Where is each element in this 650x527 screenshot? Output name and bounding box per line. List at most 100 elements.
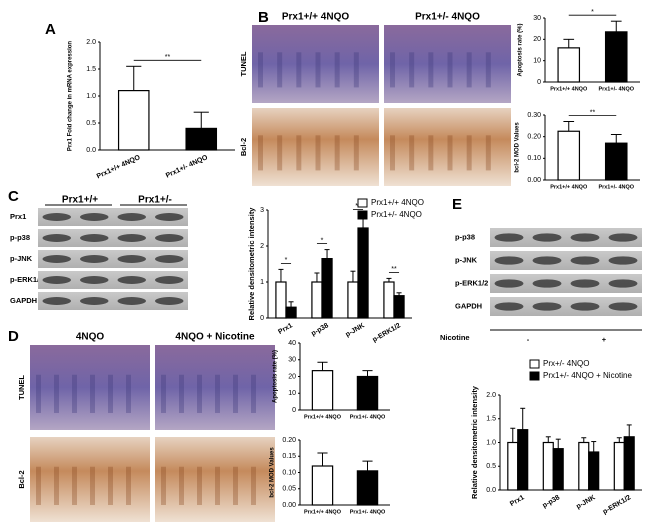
stain bbox=[215, 466, 220, 505]
blot-band bbox=[117, 234, 146, 242]
panel-label: A bbox=[45, 21, 56, 38]
bar bbox=[393, 295, 405, 319]
y-tick-label: 0.0 bbox=[486, 487, 496, 494]
stain bbox=[334, 135, 340, 171]
micrograph bbox=[30, 437, 150, 522]
blot-label: p-ERK1/2 bbox=[455, 278, 488, 287]
legend-label: Prx1+/+ 4NQO bbox=[371, 198, 424, 207]
stain bbox=[334, 52, 340, 88]
x-tick-label: Prx1+/+ 4NQO bbox=[304, 414, 342, 420]
y-axis-label: Relative densitometric intensity bbox=[470, 385, 479, 499]
bar bbox=[311, 281, 323, 319]
y-tick-label: 0.00 bbox=[527, 177, 541, 184]
stain bbox=[179, 466, 184, 505]
blot-header: Prx1+/+ bbox=[62, 195, 98, 206]
stain bbox=[409, 52, 415, 88]
bar bbox=[311, 465, 334, 506]
y-tick-label: 0.10 bbox=[282, 469, 296, 476]
x-tick-label: p-JNK bbox=[345, 322, 366, 338]
stain bbox=[485, 135, 491, 171]
bar bbox=[604, 31, 628, 83]
y-tick-label: 1 bbox=[260, 279, 264, 286]
significance-label: ** bbox=[590, 109, 596, 116]
stain bbox=[251, 466, 256, 505]
legend-swatch bbox=[357, 210, 368, 220]
blot-strip bbox=[38, 229, 188, 247]
stain bbox=[108, 374, 113, 413]
blot-band bbox=[80, 297, 109, 305]
blot-band bbox=[608, 279, 638, 288]
blot-band bbox=[570, 233, 600, 242]
stain bbox=[315, 135, 321, 171]
legend-swatch bbox=[529, 371, 540, 381]
stain bbox=[36, 466, 41, 505]
blot-strip bbox=[38, 250, 188, 268]
blot-band bbox=[155, 297, 184, 305]
blot-band bbox=[42, 297, 71, 305]
stain bbox=[72, 374, 77, 413]
stain bbox=[72, 466, 77, 505]
bar bbox=[552, 448, 564, 491]
blot-strip bbox=[490, 274, 642, 293]
stain bbox=[161, 466, 166, 505]
row-label: TUNEL bbox=[239, 51, 248, 76]
stain bbox=[447, 52, 453, 88]
x-tick-label: Prx1+/- 4NQO bbox=[165, 154, 210, 180]
y-tick-label: 1.5 bbox=[86, 66, 96, 73]
significance-label: ** bbox=[391, 266, 397, 273]
blot-band bbox=[494, 302, 524, 311]
x-tick-label: p-ERK1/2 bbox=[371, 322, 402, 344]
bar bbox=[517, 429, 529, 491]
y-tick-label: 20 bbox=[288, 373, 296, 380]
y-tick-label: 2.0 bbox=[86, 39, 96, 46]
stain bbox=[428, 135, 434, 171]
x-tick-label: Prx1+/+ 4NQO bbox=[550, 184, 588, 190]
bar bbox=[347, 281, 359, 319]
y-tick-label: 10 bbox=[288, 390, 296, 397]
stain bbox=[233, 466, 238, 505]
legend-swatch bbox=[357, 198, 368, 208]
blot-label: p-JNK bbox=[455, 255, 478, 264]
significance-label: * bbox=[591, 9, 594, 16]
blot-band bbox=[80, 213, 109, 221]
y-tick-label: 30 bbox=[288, 357, 296, 364]
blot-label: p-ERK1/2 bbox=[10, 275, 43, 284]
blot-header: Prx1+/- bbox=[138, 195, 172, 206]
y-tick-label: 0.5 bbox=[486, 463, 496, 470]
micrograph bbox=[384, 25, 511, 103]
stain bbox=[315, 52, 321, 88]
stain bbox=[277, 135, 283, 171]
bar bbox=[275, 281, 287, 319]
bar bbox=[557, 47, 581, 83]
row-label: Bcl-2 bbox=[239, 138, 248, 156]
stain bbox=[54, 374, 59, 413]
blot-band bbox=[155, 276, 184, 284]
bar bbox=[311, 370, 334, 411]
x-tick-label: Prx1+/+ 4NQO bbox=[96, 154, 142, 180]
blot-band bbox=[80, 234, 109, 242]
y-axis-label: Relative densitometric intensity bbox=[247, 207, 256, 321]
y-tick-label: 0.20 bbox=[527, 134, 541, 141]
x-tick-label: Prx1+/+ 4NQO bbox=[550, 86, 588, 92]
stain bbox=[353, 135, 359, 171]
blot-band bbox=[42, 255, 71, 263]
legend-label: Prx+/- 4NQO bbox=[543, 359, 589, 368]
bar bbox=[557, 130, 581, 181]
micrograph bbox=[155, 437, 275, 522]
panel-label: D bbox=[8, 328, 19, 345]
blot-band bbox=[117, 255, 146, 263]
y-tick-label: 10 bbox=[533, 58, 541, 65]
blot-band bbox=[532, 302, 562, 311]
y-tick-label: 30 bbox=[533, 15, 541, 22]
x-tick-label: p-p38 bbox=[310, 322, 330, 337]
bar bbox=[285, 306, 297, 319]
stain bbox=[197, 466, 202, 505]
blot-band bbox=[42, 276, 71, 284]
row-label: TUNEL bbox=[17, 375, 26, 400]
blot-band bbox=[570, 302, 600, 311]
bar bbox=[356, 470, 379, 506]
blot-band bbox=[608, 256, 638, 265]
blot-band bbox=[117, 297, 146, 305]
y-tick-label: 0.05 bbox=[282, 486, 296, 493]
stain bbox=[161, 374, 166, 413]
